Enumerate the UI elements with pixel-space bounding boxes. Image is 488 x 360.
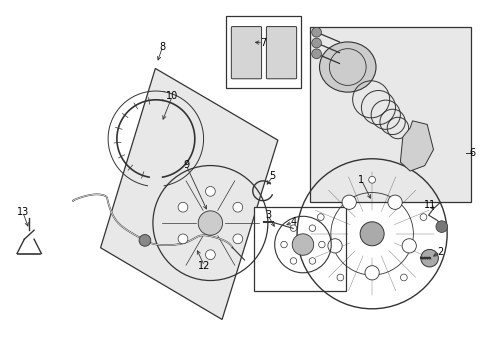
Text: 13: 13 [17, 207, 29, 217]
Text: 4: 4 [289, 217, 296, 227]
Circle shape [232, 234, 242, 244]
Text: 11: 11 [424, 200, 436, 210]
Circle shape [311, 38, 321, 48]
Circle shape [198, 211, 222, 235]
Circle shape [205, 186, 215, 196]
Text: 5: 5 [269, 171, 275, 181]
Text: 3: 3 [264, 210, 270, 220]
Ellipse shape [319, 42, 375, 92]
Circle shape [178, 202, 187, 212]
Circle shape [317, 214, 324, 220]
Circle shape [308, 258, 315, 264]
Polygon shape [101, 68, 277, 319]
Circle shape [364, 266, 379, 280]
Circle shape [139, 235, 150, 246]
Text: 1: 1 [358, 175, 364, 185]
Circle shape [311, 49, 321, 59]
Circle shape [280, 241, 286, 248]
Circle shape [336, 274, 343, 281]
Text: 6: 6 [468, 148, 474, 158]
Circle shape [290, 225, 296, 231]
FancyBboxPatch shape [266, 27, 296, 79]
Polygon shape [400, 121, 433, 171]
Circle shape [400, 274, 407, 281]
Circle shape [232, 202, 242, 212]
Circle shape [359, 222, 384, 246]
Text: 9: 9 [183, 160, 189, 170]
Text: 2: 2 [436, 247, 443, 257]
Bar [225, 17, 300, 88]
Text: 8: 8 [159, 42, 165, 51]
Circle shape [290, 258, 296, 264]
Circle shape [342, 195, 356, 210]
Circle shape [311, 27, 321, 37]
Circle shape [308, 225, 315, 231]
Circle shape [205, 250, 215, 260]
Circle shape [435, 221, 447, 233]
Text: 10: 10 [166, 91, 178, 101]
Circle shape [178, 234, 187, 244]
Bar [254, 207, 345, 291]
Circle shape [292, 234, 313, 255]
Circle shape [368, 176, 375, 183]
Circle shape [420, 249, 437, 267]
Text: 7: 7 [259, 38, 265, 48]
Circle shape [387, 195, 401, 210]
Circle shape [419, 214, 426, 220]
FancyBboxPatch shape [231, 27, 261, 79]
Circle shape [327, 239, 342, 253]
Circle shape [401, 239, 415, 253]
Bar [309, 27, 470, 202]
Circle shape [318, 241, 325, 248]
Text: 12: 12 [198, 261, 210, 271]
